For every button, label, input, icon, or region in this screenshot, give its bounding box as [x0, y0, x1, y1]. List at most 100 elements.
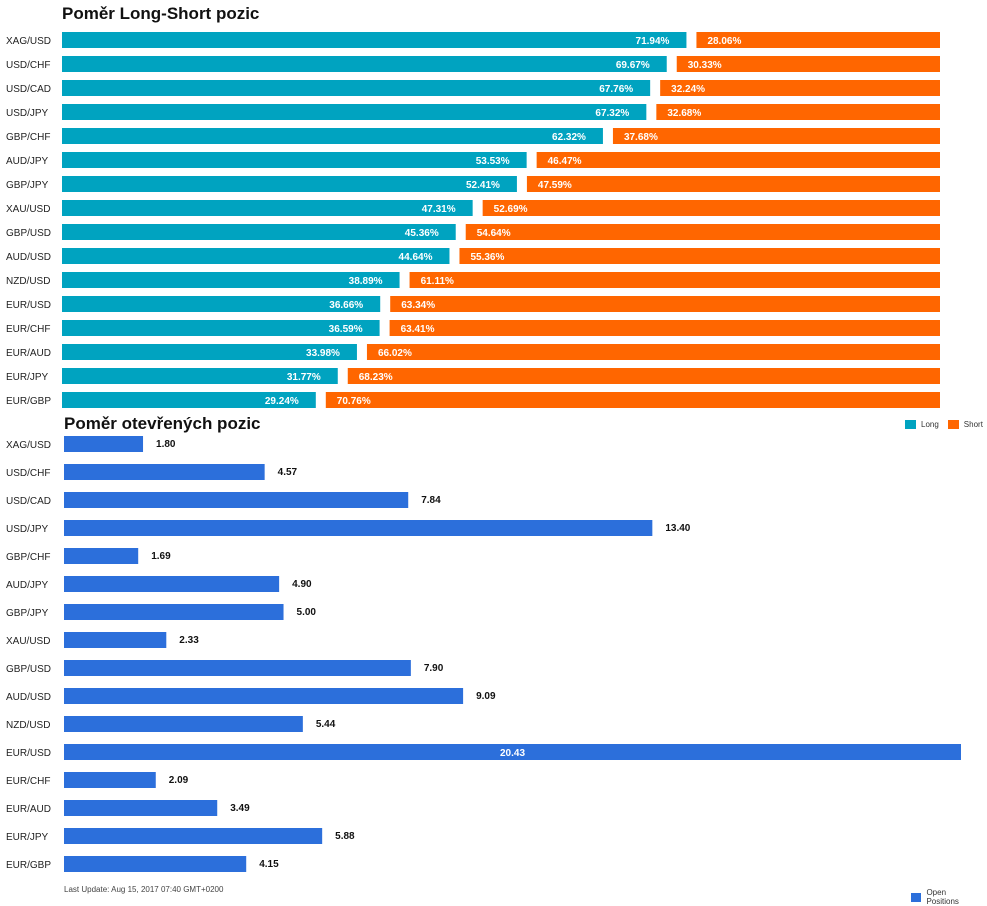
category-label: USD/JPY	[6, 524, 49, 535]
category-label: GBP/JPY	[6, 180, 49, 191]
open-positions-value-label: 7.84	[421, 495, 441, 506]
open-positions-bar	[64, 688, 464, 704]
short-bar	[536, 152, 940, 168]
open-positions-bar	[64, 856, 247, 872]
long-value-label: 45.36%	[405, 228, 439, 239]
open-positions-bar	[64, 436, 144, 452]
short-bar	[465, 224, 940, 240]
category-label: USD/CHF	[6, 60, 50, 71]
long-bar	[62, 176, 517, 192]
open-positions-value-label: 3.49	[230, 803, 250, 814]
category-label: AUD/JPY	[6, 580, 49, 591]
category-label: XAG/USD	[6, 440, 51, 451]
legend-long-label: Long	[921, 420, 939, 429]
short-bar	[696, 32, 940, 48]
category-label: NZD/USD	[6, 720, 50, 731]
long-value-label: 38.89%	[349, 276, 383, 287]
long-value-label: 67.76%	[599, 84, 633, 95]
short-bar	[526, 176, 940, 192]
open-positions-value-label: 5.44	[316, 719, 336, 730]
short-bar	[347, 368, 940, 384]
category-label: AUD/USD	[6, 252, 51, 263]
long-value-label: 53.53%	[476, 156, 510, 167]
short-value-label: 61.11%	[421, 276, 454, 287]
short-value-label: 32.68%	[667, 108, 701, 119]
last-update-text: Last Update: Aug 15, 2017 07:40 GMT+0200	[64, 885, 224, 894]
long-bar	[62, 248, 450, 264]
long-value-label: 71.94%	[636, 36, 670, 47]
short-value-label: 63.41%	[401, 324, 435, 335]
short-bar	[390, 296, 940, 312]
long-bar	[62, 344, 357, 360]
category-label: EUR/CHF	[6, 324, 50, 335]
short-value-label: 47.59%	[538, 180, 572, 191]
category-label: XAU/USD	[6, 204, 50, 215]
long-bar	[62, 80, 651, 96]
open-positions-value-label: 2.33	[179, 635, 199, 646]
open-positions-bar	[64, 604, 284, 620]
open-positions-bar	[64, 576, 280, 592]
category-label: EUR/GBP	[6, 860, 51, 871]
long-value-label: 62.32%	[552, 132, 586, 143]
open-positions-value-label: 2.09	[169, 775, 189, 786]
legend-open-positions-label: Open Positions	[926, 888, 959, 906]
legend-short-swatch	[947, 420, 959, 429]
open-positions-bar	[64, 716, 303, 732]
legend-long-swatch	[905, 420, 916, 429]
category-label: NZD/USD	[6, 276, 50, 287]
open-positions-value-label: 1.69	[151, 551, 171, 562]
category-label: USD/JPY	[6, 108, 49, 119]
long-bar	[62, 152, 527, 168]
category-label: XAG/USD	[6, 36, 51, 47]
short-bar	[409, 272, 940, 288]
short-value-label: 52.69%	[494, 204, 528, 215]
category-label: GBP/CHF	[6, 132, 50, 143]
category-label: GBP/CHF	[6, 552, 50, 563]
short-bar	[389, 320, 940, 336]
category-label: EUR/GBP	[6, 396, 51, 407]
category-label: GBP/USD	[6, 664, 51, 675]
category-label: EUR/JPY	[6, 372, 49, 383]
category-label: XAU/USD	[6, 636, 50, 647]
long-value-label: 69.67%	[616, 60, 650, 71]
short-bar	[325, 392, 940, 408]
short-value-label: 55.36%	[470, 252, 504, 263]
short-bar	[366, 344, 940, 360]
short-value-label: 46.47%	[548, 156, 582, 167]
long-bar	[62, 200, 473, 216]
open-positions-bar	[64, 660, 411, 676]
short-value-label: 66.02%	[378, 348, 412, 359]
category-label: AUD/USD	[6, 692, 51, 703]
open-positions-value-label: 7.90	[424, 663, 444, 674]
open-positions-value-label: 5.88	[335, 831, 355, 842]
long-value-label: 67.32%	[595, 108, 629, 119]
long-bar	[62, 104, 647, 120]
long-value-label: 44.64%	[399, 252, 433, 263]
open-positions-value-label: 4.15	[259, 859, 279, 870]
long-value-label: 33.98%	[306, 348, 340, 359]
category-label: USD/CHF	[6, 468, 50, 479]
short-bar	[482, 200, 940, 216]
long-bar	[62, 224, 456, 240]
short-bar	[459, 248, 940, 264]
category-label: EUR/AUD	[6, 804, 51, 815]
short-value-label: 54.64%	[477, 228, 511, 239]
open-positions-bar	[64, 772, 156, 788]
open-positions-value-label: 4.57	[278, 467, 298, 478]
long-value-label: 31.77%	[287, 372, 321, 383]
long-short-chart-title: Poměr Long-Short pozic	[62, 4, 260, 23]
category-label: GBP/JPY	[6, 608, 49, 619]
open-positions-bar	[64, 520, 653, 536]
category-label: EUR/USD	[6, 748, 51, 759]
long-value-label: 52.41%	[466, 180, 500, 191]
short-value-label: 63.34%	[401, 300, 435, 311]
short-bar	[612, 128, 940, 144]
category-label: GBP/USD	[6, 228, 51, 239]
long-bar	[62, 368, 338, 384]
long-value-label: 36.66%	[329, 300, 363, 311]
open-positions-bar	[64, 548, 139, 564]
long-bar	[62, 56, 667, 72]
open-positions-bar	[64, 800, 218, 816]
long-bar	[62, 296, 381, 312]
